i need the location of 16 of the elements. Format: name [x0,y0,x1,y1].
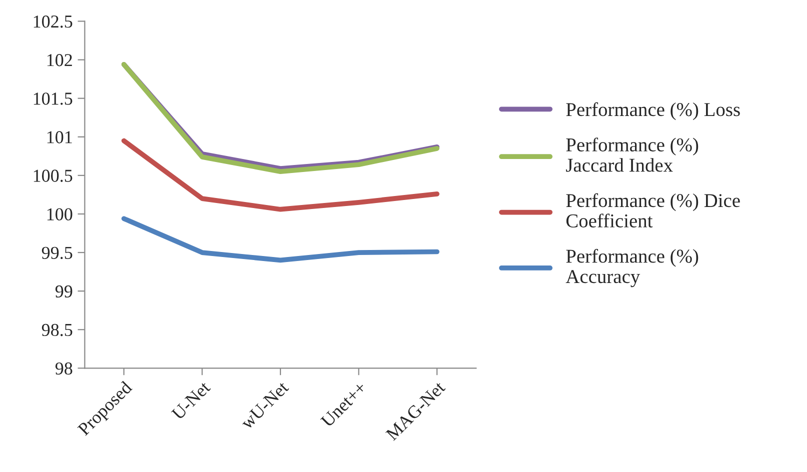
line-series [121,138,440,212]
legend-label: Performance (%) Loss [566,102,740,120]
legend-label: Performance (%) Jaccard Index [566,138,698,172]
y-tick-label: 102 [47,54,72,66]
line-series [121,216,440,263]
y-tick-label: 100 [47,208,72,220]
y-tick-label: 99.5 [42,246,72,260]
y-tick-label: 98 [55,362,72,375]
legend-label: Performance (%) Dice Coefficient [566,193,740,228]
y-tick-label: 101.5 [34,92,72,105]
y-tick-label: 102.5 [34,15,72,28]
y-tick-label: 99 [55,285,72,298]
y-tick-label: 98.5 [42,324,72,336]
y-tick-label: 100.5 [34,170,72,182]
legend-label: Performance (%) Accuracy [566,248,698,288]
y-tick-label: 101 [47,131,72,144]
